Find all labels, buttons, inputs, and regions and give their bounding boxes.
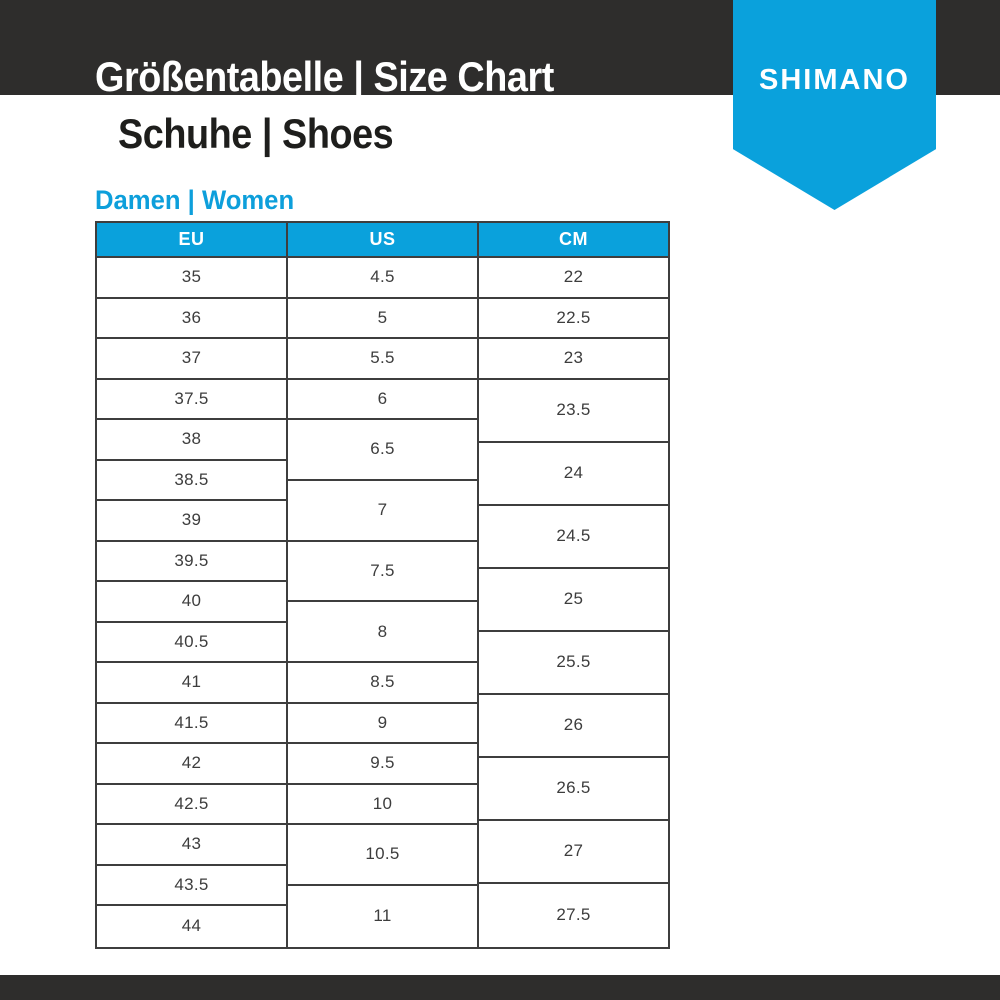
- page-subtitle: Schuhe | Shoes: [118, 110, 394, 157]
- table-column-cm: 22 22.5 23 23.5 24 24.5 25 25.5 26 26.5 27 27.5: [477, 256, 670, 949]
- table-cell-cm: 25: [479, 568, 668, 632]
- table-cell-us: 5.5: [288, 339, 477, 380]
- table-column-eu: 35 36 37 37.5 38 38.5 39 39.5 40 40.5 41 41.5 42 42.5…: [95, 256, 288, 949]
- table-cell-eu: 39: [97, 501, 286, 542]
- shimano-logo: SHIMANO: [759, 64, 910, 96]
- table-cell-cm: 25.5: [479, 631, 668, 695]
- table-cell-us: 9.5: [288, 744, 477, 785]
- table-cell-us: 6: [288, 379, 477, 420]
- table-cell-eu: 38: [97, 420, 286, 461]
- table-cell-cm: 26: [479, 694, 668, 758]
- table-cell-eu: 43: [97, 825, 286, 866]
- table-cell-eu: 36: [97, 298, 286, 339]
- table-cell-eu: 42: [97, 744, 286, 785]
- table-cell-us: 4.5: [288, 258, 477, 299]
- table-cell-cm: 27: [479, 820, 668, 884]
- table-cell-cm: 27.5: [479, 883, 668, 947]
- table-cell-eu: 41: [97, 663, 286, 704]
- table-cell-us: 10: [288, 784, 477, 825]
- table-cell-eu: 40.5: [97, 622, 286, 663]
- shimano-ribbon: SHIMANO: [733, 0, 936, 210]
- table-cell-us: 6.5: [288, 420, 477, 481]
- table-cell-us: 11: [288, 885, 477, 947]
- table-cell-cm: 22.5: [479, 298, 668, 339]
- column-header-us: US: [286, 221, 479, 258]
- page-title: Größentabelle | Size Chart: [95, 53, 554, 100]
- table-cell-cm: 24.5: [479, 505, 668, 569]
- table-cell-cm: 23.5: [479, 379, 668, 443]
- table-cell-cm: 26.5: [479, 757, 668, 821]
- table-cell-eu: 42.5: [97, 784, 286, 825]
- table-cell-cm: 24: [479, 442, 668, 506]
- table-cell-eu: 38.5: [97, 460, 286, 501]
- table-cell-cm: 23: [479, 339, 668, 380]
- table-cell-us: 10.5: [288, 825, 477, 886]
- table-cell-eu: 44: [97, 906, 286, 947]
- column-header-cm: CM: [477, 221, 670, 258]
- table-cell-eu: 43.5: [97, 865, 286, 906]
- table-cell-us: 7.5: [288, 541, 477, 603]
- table-cell-eu: 37.5: [97, 379, 286, 420]
- table-cell-us: 8: [288, 602, 477, 663]
- table-cell-eu: 35: [97, 258, 286, 299]
- table-cell-us: 8.5: [288, 663, 477, 704]
- column-header-eu: EU: [95, 221, 288, 258]
- table-cell-eu: 37: [97, 339, 286, 380]
- table-cell-us: 7: [288, 480, 477, 542]
- table-cell-eu: 41.5: [97, 703, 286, 744]
- table-cell-us: 5: [288, 298, 477, 339]
- table-cell-us: 9: [288, 703, 477, 744]
- table-cell-eu: 40: [97, 582, 286, 623]
- table-cell-cm: 22: [479, 258, 668, 299]
- table-column-us: 4.5 5 5.5 6 6.5 7 7.5 8 8.5 9 9.5 10 10.5 11: [286, 256, 479, 949]
- bottom-black-bar: [0, 975, 1000, 1000]
- section-label-women: Damen | Women: [95, 185, 295, 215]
- table-cell-eu: 39.5: [97, 541, 286, 582]
